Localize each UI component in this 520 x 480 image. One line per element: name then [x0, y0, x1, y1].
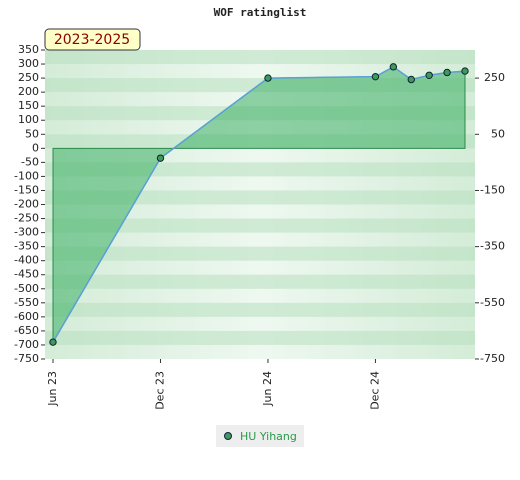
badge-box	[44, 28, 141, 51]
y-tick-label: -300	[14, 226, 39, 239]
x-tick-label: Jun 24	[261, 371, 274, 407]
y-tick-label: -400	[14, 254, 39, 267]
grid-band	[45, 246, 475, 261]
point	[407, 75, 415, 84]
y-tick-label: -50	[21, 155, 39, 168]
y-tick-label: -450	[14, 268, 39, 281]
grid-band	[45, 330, 475, 345]
legend	[216, 425, 304, 447]
grid-band	[45, 302, 475, 317]
y-tick-label: 100	[18, 113, 39, 126]
y-tick-label: -750	[14, 352, 39, 365]
y-tick-label: 150	[18, 99, 39, 112]
grid-band	[45, 50, 475, 65]
point	[264, 74, 272, 82]
y-tick-label: 50	[25, 127, 39, 140]
point	[49, 338, 57, 346]
y-tick-label: -650	[14, 324, 39, 337]
y-tick-label: -350	[14, 240, 39, 253]
badge: 2023-2025	[54, 32, 130, 48]
y-tick-label: -100	[14, 169, 39, 182]
y-tick-label: 350	[18, 43, 39, 56]
x-tick-label: Dec 24	[368, 371, 381, 410]
y2-tick-label: -550	[480, 296, 505, 309]
legend-label: HU Yihang	[240, 430, 297, 443]
y2-tick-label: -150	[480, 183, 505, 196]
x-tick-label: Dec 23	[153, 371, 166, 410]
y2-tick-label: 250	[484, 71, 505, 84]
point	[443, 68, 451, 77]
y-tick-label: 200	[18, 85, 39, 98]
grid-band	[45, 274, 475, 289]
chart-title: WOF ratinglist	[214, 6, 307, 19]
y-tick-label: -700	[14, 338, 39, 351]
point	[389, 63, 398, 71]
grid-band	[45, 190, 475, 205]
y-tick-label: -500	[14, 282, 39, 295]
y2-tick-label: 50	[491, 127, 505, 140]
y-tick-label: -550	[14, 296, 39, 309]
point	[156, 154, 165, 162]
y-tick-label: -150	[14, 183, 39, 196]
y-tick-label: 250	[18, 71, 39, 84]
legend-marker	[224, 432, 232, 440]
y2-tick-label: -750	[480, 352, 505, 365]
point	[461, 67, 469, 75]
y-tick-label: -250	[14, 212, 39, 225]
y-tick-label: -200	[14, 198, 39, 211]
y-tick-label: 300	[18, 57, 39, 70]
y2-tick-label: -350	[480, 240, 505, 253]
point	[371, 72, 380, 81]
x-tick-label: Jun 23	[46, 371, 59, 407]
grid-band	[45, 218, 475, 233]
point	[425, 71, 433, 79]
y-tick-label: 0	[32, 141, 39, 154]
y-tick-label: -600	[14, 310, 39, 323]
